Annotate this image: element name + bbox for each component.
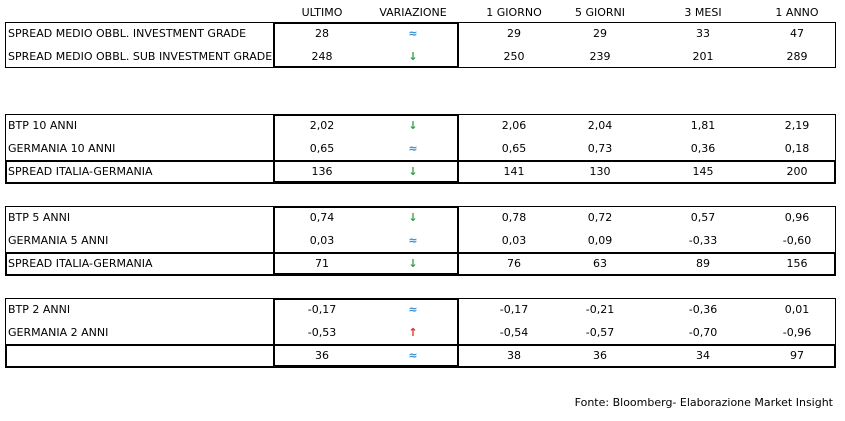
value: 0,36 bbox=[690, 142, 716, 155]
value: 0,03 bbox=[501, 234, 527, 247]
value: -0,70 bbox=[688, 326, 718, 339]
variazione: ≈ bbox=[408, 27, 418, 40]
value: 0,96 bbox=[784, 211, 810, 224]
variazione: ≈ bbox=[408, 349, 418, 362]
variazione: ≈ bbox=[408, 234, 418, 247]
value: 36 bbox=[593, 349, 607, 362]
value: -0,33 bbox=[688, 234, 718, 247]
value: 0,01 bbox=[784, 303, 810, 316]
value: 0,57 bbox=[690, 211, 716, 224]
value: 0,18 bbox=[784, 142, 810, 155]
value: 201 bbox=[692, 50, 714, 63]
ultimo-box bbox=[273, 22, 459, 68]
variazione: ↓ bbox=[408, 257, 418, 270]
row-label: BTP 2 ANNI bbox=[8, 303, 71, 316]
value: 29 bbox=[593, 27, 607, 40]
value: -0,17 bbox=[499, 303, 529, 316]
ultimo: 0,03 bbox=[309, 234, 335, 247]
row-label: GERMANIA 2 ANNI bbox=[8, 326, 109, 339]
value: -0,96 bbox=[782, 326, 812, 339]
row-label: SPREAD ITALIA-GERMANIA bbox=[8, 165, 153, 178]
value: 33 bbox=[696, 27, 710, 40]
ultimo: -0,53 bbox=[307, 326, 337, 339]
value: 2,04 bbox=[587, 119, 613, 132]
value: 145 bbox=[692, 165, 714, 178]
ultimo: 0,65 bbox=[309, 142, 335, 155]
value: 1,81 bbox=[690, 119, 716, 132]
value: 156 bbox=[786, 257, 808, 270]
variazione: ≈ bbox=[408, 142, 418, 155]
column-header: 1 GIORNO bbox=[486, 6, 542, 19]
ultimo: 28 bbox=[315, 27, 329, 40]
variazione: ↓ bbox=[408, 211, 418, 224]
row-label: SPREAD MEDIO OBBL. INVESTMENT GRADE bbox=[8, 27, 247, 40]
ultimo: 36 bbox=[315, 349, 329, 362]
value: 0,72 bbox=[587, 211, 613, 224]
value: -0,54 bbox=[499, 326, 529, 339]
column-header: VARIAZIONE bbox=[379, 6, 447, 19]
ultimo: 136 bbox=[311, 165, 333, 178]
value: 97 bbox=[790, 349, 804, 362]
highlight-row bbox=[5, 344, 836, 368]
row-label: SPREAD MEDIO OBBL. SUB INVESTMENT GRADE bbox=[8, 50, 273, 63]
highlight-row bbox=[5, 160, 836, 184]
row-label: BTP 5 ANNI bbox=[8, 211, 71, 224]
row-label: BTP 10 ANNI bbox=[8, 119, 78, 132]
value: 289 bbox=[786, 50, 808, 63]
value: 250 bbox=[503, 50, 525, 63]
column-header: ULTIMO bbox=[301, 6, 343, 19]
value: 0,73 bbox=[587, 142, 613, 155]
value: 63 bbox=[593, 257, 607, 270]
value: 38 bbox=[507, 349, 521, 362]
value: -0,21 bbox=[585, 303, 615, 316]
column-header: 1 ANNO bbox=[775, 6, 819, 19]
ultimo: 71 bbox=[315, 257, 329, 270]
value: 141 bbox=[503, 165, 525, 178]
ultimo: 0,74 bbox=[309, 211, 335, 224]
value: 76 bbox=[507, 257, 521, 270]
variazione: ≈ bbox=[408, 303, 418, 316]
variazione: ↓ bbox=[408, 165, 418, 178]
row-label: GERMANIA 5 ANNI bbox=[8, 234, 109, 247]
source: Fonte: Bloomberg- Elaborazione Market In… bbox=[574, 396, 833, 409]
value: 47 bbox=[790, 27, 804, 40]
value: 0,65 bbox=[501, 142, 527, 155]
value: 2,06 bbox=[501, 119, 527, 132]
row-label: GERMANIA 10 ANNI bbox=[8, 142, 116, 155]
variazione: ↓ bbox=[408, 50, 418, 63]
ultimo: -0,17 bbox=[307, 303, 337, 316]
column-header: 3 MESI bbox=[684, 6, 722, 19]
variazione: ↑ bbox=[408, 326, 418, 339]
value: 29 bbox=[507, 27, 521, 40]
value: 239 bbox=[589, 50, 611, 63]
highlight-row bbox=[5, 252, 836, 276]
value: 34 bbox=[696, 349, 710, 362]
value: 89 bbox=[696, 257, 710, 270]
value: -0,36 bbox=[688, 303, 718, 316]
value: -0,57 bbox=[585, 326, 615, 339]
column-header: 5 GIORNI bbox=[574, 6, 626, 19]
value: 130 bbox=[589, 165, 611, 178]
value: 0,78 bbox=[501, 211, 527, 224]
ultimo: 248 bbox=[311, 50, 333, 63]
value: -0,60 bbox=[782, 234, 812, 247]
row-label: SPREAD ITALIA-GERMANIA bbox=[8, 257, 153, 270]
value: 200 bbox=[786, 165, 808, 178]
ultimo: 2,02 bbox=[309, 119, 335, 132]
value: 0,09 bbox=[587, 234, 613, 247]
value: 2,19 bbox=[784, 119, 810, 132]
variazione: ↓ bbox=[408, 119, 418, 132]
